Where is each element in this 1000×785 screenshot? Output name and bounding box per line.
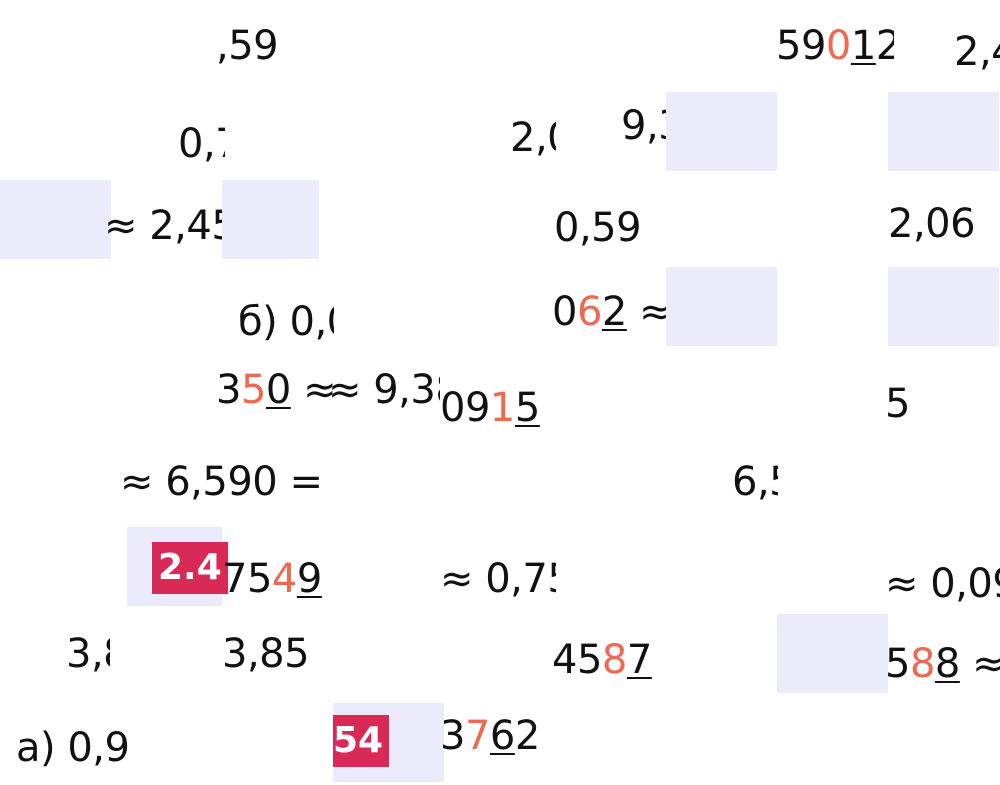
expression-fragment: 0,7 xyxy=(178,121,225,167)
drop-tile[interactable] xyxy=(666,267,777,346)
drop-tile[interactable] xyxy=(888,267,999,346)
expression-text: 2 xyxy=(875,23,894,69)
underlined-digit: 2 xyxy=(601,289,627,335)
expression-fragment: 3,85 xyxy=(222,631,310,677)
highlight-digit: 8 xyxy=(909,641,935,687)
drop-tile[interactable] xyxy=(888,92,999,171)
expression-text: ≈ xyxy=(972,641,1000,687)
highlight-digit: 6 xyxy=(576,289,602,335)
drop-tile[interactable] xyxy=(222,180,319,259)
highlight-digit: 5 xyxy=(240,367,266,413)
highlight-digit: 7 xyxy=(464,713,490,759)
drop-tile[interactable] xyxy=(0,180,111,259)
expression-text: ≈ xyxy=(652,637,666,683)
expression-fragment: 7549 ≈ xyxy=(222,555,334,603)
expression-fragment: 2,06 xyxy=(888,201,976,247)
expression-fragment: 588 ≈ xyxy=(885,640,1000,688)
underlined-digit: 1 xyxy=(850,23,876,69)
expression-text: 59 xyxy=(776,23,826,69)
expression-text: 09 xyxy=(440,385,490,431)
answer-badge[interactable]: 54 xyxy=(333,715,389,767)
highlight-digit: 0 xyxy=(825,23,851,69)
expression-fragment: б) 0,02 xyxy=(238,298,334,346)
expression-text: ≈ xyxy=(290,367,337,413)
expression-text: 45 xyxy=(552,637,602,683)
highlight-digit: 4 xyxy=(271,556,297,602)
expression-fragment: ≈ 0,092 xyxy=(885,561,1000,607)
expression-text: ≈ 1 xyxy=(639,289,666,335)
expression-fragment: ,59 xyxy=(216,23,279,69)
expression-fragment: 59012 xyxy=(776,22,894,70)
expression-fragment: ≈ 0,75 xyxy=(440,556,556,602)
expression-fragment: а) 0,9 xyxy=(16,725,128,771)
expression-fragment: 2,0 xyxy=(510,115,556,161)
expression-fragment: ≈ 9,38 xyxy=(328,367,440,413)
underlined-digit: 6 xyxy=(489,713,515,759)
expression-text: 3 xyxy=(440,713,465,759)
answer-badge[interactable]: 2.4 xyxy=(152,542,228,594)
underlined-digit: 9 xyxy=(296,556,322,602)
underlined-digit: 7 xyxy=(626,637,652,683)
expression-fragment: ≈ 6,590 = 6 xyxy=(120,459,332,505)
drop-tile[interactable] xyxy=(777,614,888,693)
expression-fragment: 9,3 xyxy=(621,103,666,149)
drop-tile[interactable] xyxy=(666,92,777,171)
expression-fragment: ≈ 2,45 xyxy=(104,203,222,249)
expression-fragment: 5 xyxy=(885,381,910,427)
expression-text: ≈ xyxy=(322,556,334,602)
expression-text: ≈ xyxy=(540,385,556,431)
expression-text: 0 xyxy=(552,289,577,335)
expression-fragment: 6,5 xyxy=(732,459,778,505)
expression-text: 5 xyxy=(885,641,910,687)
expression-text: 3 xyxy=(216,367,241,413)
underlined-digit: 8 xyxy=(934,641,960,687)
underlined-digit: 0 xyxy=(265,367,291,413)
highlight-digit: 1 xyxy=(489,385,515,431)
expression-text: 75 xyxy=(222,556,272,602)
expression-fragment: 0915 ≈ xyxy=(440,384,556,432)
expression-fragment: 2,4 xyxy=(954,29,1000,75)
expression-fragment: 4587 ≈ xyxy=(552,636,666,684)
expression-text: 2 ≈ xyxy=(514,713,556,759)
expression-fragment: 0,59 xyxy=(554,205,642,251)
expression-fragment: 350 ≈ xyxy=(216,366,346,414)
expression-fragment: 062 ≈ 1 xyxy=(552,288,666,336)
highlight-digit: 8 xyxy=(601,637,627,683)
underlined-digit: 5 xyxy=(514,385,540,431)
expression-fragment: 3762 ≈ xyxy=(440,712,556,760)
expression-fragment: 3,8 xyxy=(66,631,110,677)
expression-text: б) 0,0 xyxy=(238,299,334,345)
